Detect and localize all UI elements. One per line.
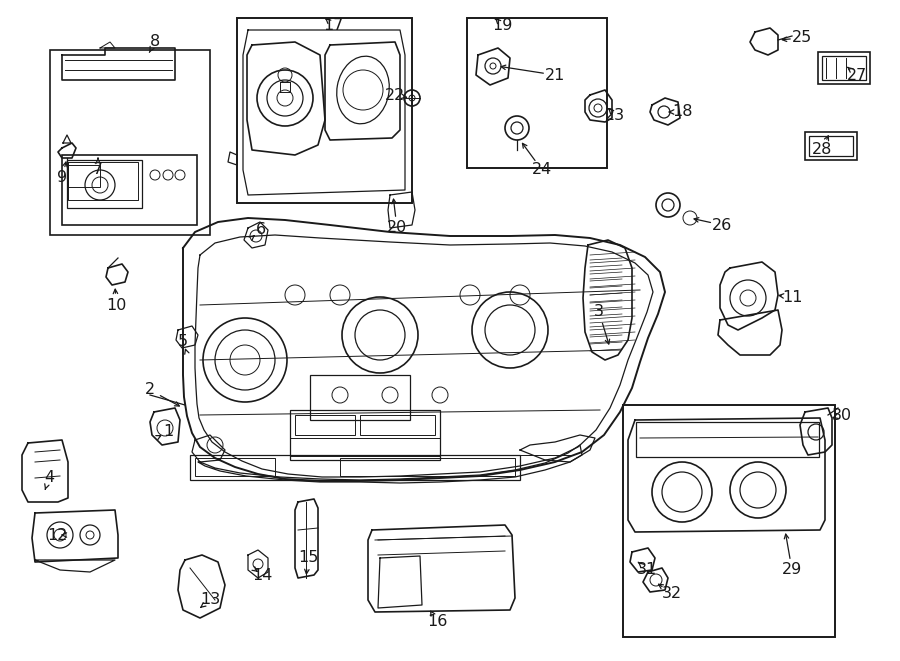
Text: 9: 9 [57,171,68,186]
Bar [310,375,410,420]
Text: 20: 20 [387,221,407,235]
Bar [68,165,100,187]
Bar [822,56,866,80]
Bar [467,18,607,168]
Text: 15: 15 [298,551,319,566]
Bar [623,405,835,637]
Text: 16: 16 [427,615,447,629]
Text: 24: 24 [532,163,552,178]
Bar [809,136,853,156]
Text: 21: 21 [544,67,565,83]
Text: 19: 19 [491,17,512,32]
Text: 7: 7 [93,163,104,178]
Text: 8: 8 [150,34,160,50]
Bar [295,415,355,435]
Bar [67,160,142,208]
Bar [805,132,857,160]
Bar [290,438,440,456]
Text: 11: 11 [783,290,803,305]
Text: 13: 13 [200,592,220,607]
Bar [195,458,275,476]
Text: 17: 17 [323,17,343,32]
Bar [340,458,515,476]
Text: 28: 28 [812,143,833,157]
Bar [190,455,520,480]
Text: 30: 30 [832,407,852,422]
Text: 23: 23 [605,108,626,122]
Bar [62,155,197,225]
Text: 1: 1 [163,424,173,440]
Text: 10: 10 [106,297,126,313]
Text: 6: 6 [256,223,266,237]
Bar [50,50,210,235]
Bar [818,52,870,84]
Text: 27: 27 [847,67,867,83]
Text: 2: 2 [145,383,155,397]
Text: 12: 12 [47,527,68,543]
Bar [237,18,412,203]
Text: 3: 3 [594,305,604,319]
Text: 31: 31 [637,563,657,578]
Text: 32: 32 [662,586,682,600]
Text: 18: 18 [671,104,692,120]
Text: 5: 5 [178,334,188,350]
Text: 4: 4 [44,471,54,485]
Text: 22: 22 [385,87,405,102]
Text: 14: 14 [252,568,272,582]
Bar [360,415,435,435]
Bar [290,410,440,460]
Text: 29: 29 [782,563,802,578]
Text: 25: 25 [792,30,812,46]
Text: 26: 26 [712,217,732,233]
Bar [636,422,819,457]
